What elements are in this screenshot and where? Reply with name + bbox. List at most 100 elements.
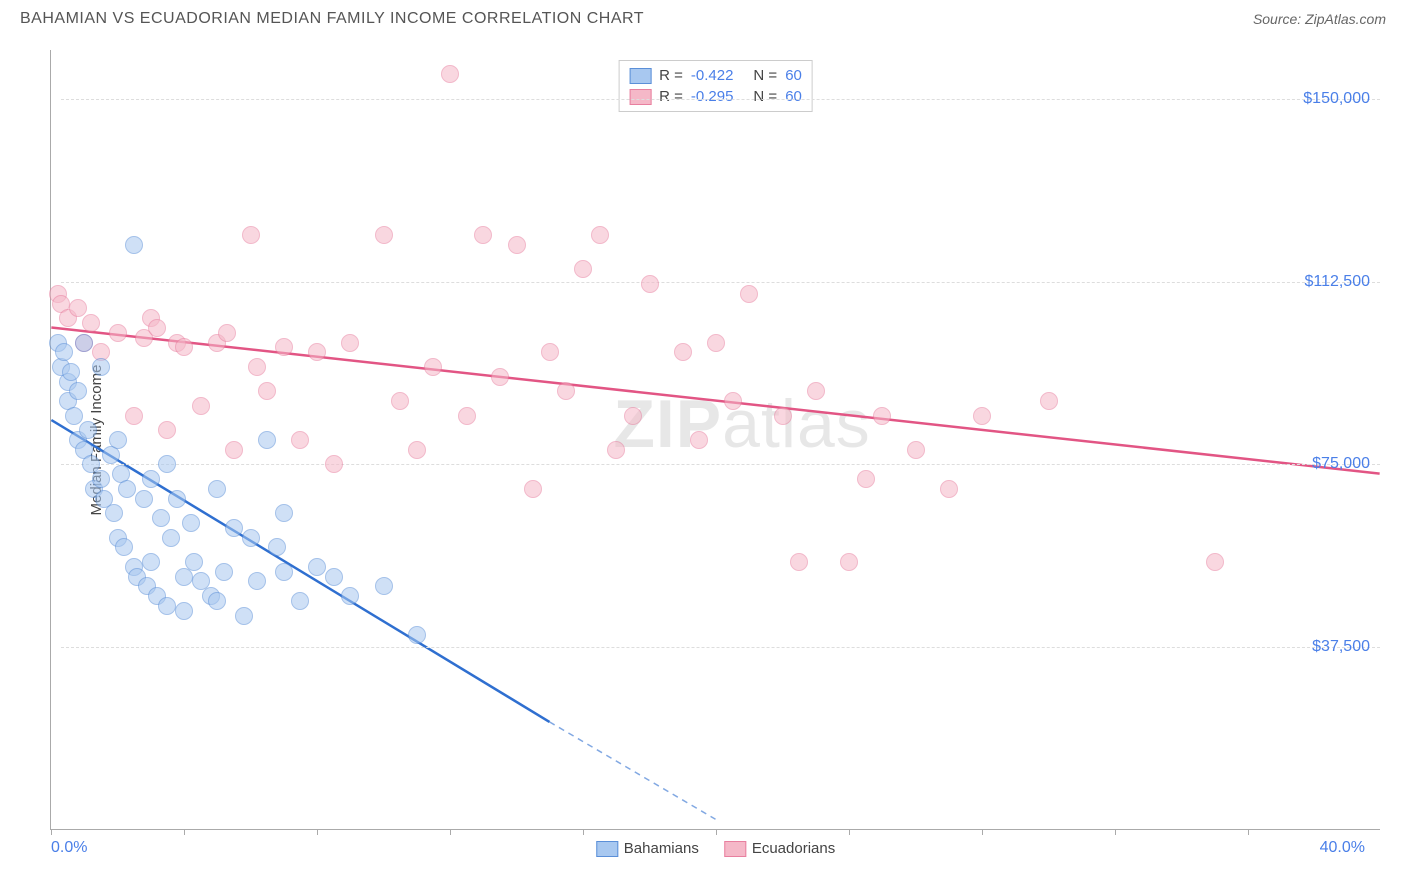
scatter-point — [491, 368, 509, 386]
scatter-point — [62, 363, 80, 381]
gridline — [61, 282, 1380, 283]
scatter-point — [55, 343, 73, 361]
scatter-point — [275, 338, 293, 356]
scatter-point — [907, 441, 925, 459]
scatter-point — [291, 431, 309, 449]
scatter-point — [674, 343, 692, 361]
scatter-point — [158, 455, 176, 473]
gridline — [61, 647, 1380, 648]
legend-series-item: Ecuadorians — [724, 840, 835, 857]
legend-correlation-row: R =-0.422N =60 — [629, 65, 802, 86]
scatter-point — [225, 441, 243, 459]
scatter-point — [135, 490, 153, 508]
scatter-point — [218, 324, 236, 342]
scatter-point — [69, 382, 87, 400]
scatter-point — [607, 441, 625, 459]
scatter-point — [441, 65, 459, 83]
series-legend: Bahamians Ecuadorians — [596, 840, 835, 857]
y-tick-label: $150,000 — [1303, 90, 1370, 108]
legend-series-label: Ecuadorians — [752, 840, 835, 857]
scatter-point — [125, 407, 143, 425]
scatter-point — [574, 260, 592, 278]
scatter-point — [248, 572, 266, 590]
trend-line-dashed — [549, 722, 715, 819]
scatter-point — [557, 382, 575, 400]
scatter-point — [258, 431, 276, 449]
scatter-point — [185, 553, 203, 571]
scatter-point — [724, 392, 742, 410]
scatter-point — [109, 324, 127, 342]
scatter-point — [142, 553, 160, 571]
n-value: 60 — [785, 67, 802, 84]
scatter-point — [291, 592, 309, 610]
scatter-point — [458, 407, 476, 425]
legend-swatch — [724, 841, 746, 857]
x-tick — [716, 829, 717, 835]
scatter-point — [268, 538, 286, 556]
scatter-point — [158, 597, 176, 615]
scatter-point — [208, 480, 226, 498]
x-tick — [317, 829, 318, 835]
scatter-point — [105, 504, 123, 522]
scatter-point — [740, 285, 758, 303]
trend-lines-svg — [51, 50, 1380, 829]
scatter-point — [541, 343, 559, 361]
source-name: ZipAtlas.com — [1305, 11, 1386, 27]
scatter-point — [275, 504, 293, 522]
scatter-point — [242, 529, 260, 547]
x-tick — [1248, 829, 1249, 835]
scatter-point — [707, 334, 725, 352]
r-label: R = — [659, 88, 683, 105]
scatter-chart: Median Family Income 0.0% 40.0% ZIPatlas… — [50, 50, 1380, 830]
scatter-point — [208, 592, 226, 610]
scatter-point — [168, 490, 186, 508]
scatter-point — [341, 334, 359, 352]
scatter-point — [92, 470, 110, 488]
scatter-point — [125, 236, 143, 254]
scatter-point — [258, 382, 276, 400]
scatter-point — [182, 514, 200, 532]
scatter-point — [840, 553, 858, 571]
scatter-point — [235, 607, 253, 625]
scatter-point — [591, 226, 609, 244]
scatter-point — [175, 338, 193, 356]
r-value: -0.422 — [691, 67, 734, 84]
x-tick — [849, 829, 850, 835]
scatter-point — [75, 334, 93, 352]
scatter-point — [82, 314, 100, 332]
scatter-point — [474, 226, 492, 244]
legend-swatch — [629, 89, 651, 105]
n-value: 60 — [785, 88, 802, 105]
scatter-point — [225, 519, 243, 537]
scatter-point — [242, 226, 260, 244]
scatter-point — [375, 577, 393, 595]
scatter-point — [92, 358, 110, 376]
legend-series-label: Bahamians — [624, 840, 699, 857]
scatter-point — [341, 587, 359, 605]
y-tick-label: $112,500 — [1304, 273, 1370, 291]
x-tick — [450, 829, 451, 835]
scatter-point — [690, 431, 708, 449]
scatter-point — [940, 480, 958, 498]
x-tick — [982, 829, 983, 835]
scatter-point — [1040, 392, 1058, 410]
watermark-rest: atlas — [722, 386, 871, 462]
x-tick — [1115, 829, 1116, 835]
scatter-point — [152, 509, 170, 527]
scatter-point — [408, 441, 426, 459]
scatter-point — [118, 480, 136, 498]
scatter-point — [248, 358, 266, 376]
scatter-point — [308, 558, 326, 576]
scatter-point — [325, 455, 343, 473]
scatter-point — [1206, 553, 1224, 571]
scatter-point — [79, 421, 97, 439]
scatter-point — [857, 470, 875, 488]
x-tick — [184, 829, 185, 835]
x-axis-min-label: 0.0% — [51, 839, 87, 857]
scatter-point — [69, 299, 87, 317]
r-value: -0.295 — [691, 88, 734, 105]
scatter-point — [375, 226, 393, 244]
y-tick-label: $37,500 — [1312, 638, 1370, 656]
legend-series-item: Bahamians — [596, 840, 699, 857]
y-tick-label: $75,000 — [1312, 455, 1370, 473]
